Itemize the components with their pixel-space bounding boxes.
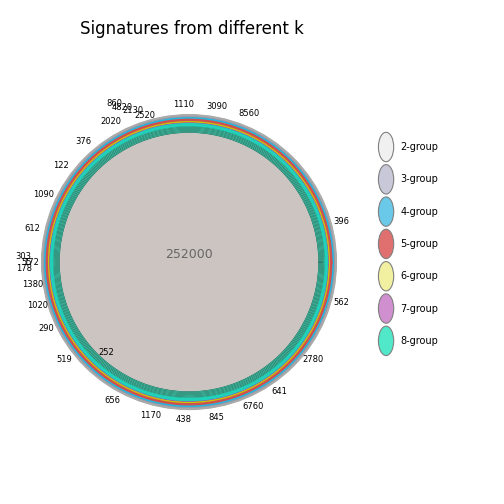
Text: 6-group: 6-group — [400, 271, 438, 281]
Text: 2130: 2130 — [122, 106, 144, 115]
Text: 2780: 2780 — [303, 355, 324, 364]
Circle shape — [44, 117, 334, 407]
Text: 612: 612 — [24, 224, 40, 233]
Text: 7-group: 7-group — [400, 303, 438, 313]
Text: 845: 845 — [209, 413, 224, 422]
Circle shape — [47, 120, 331, 404]
Text: 1110: 1110 — [173, 100, 194, 109]
Circle shape — [379, 133, 394, 162]
Circle shape — [59, 133, 319, 391]
Text: 641: 641 — [272, 387, 288, 396]
Text: 2-group: 2-group — [400, 142, 438, 152]
Text: 3-group: 3-group — [400, 174, 438, 184]
Text: 8-group: 8-group — [400, 336, 438, 346]
Text: 178: 178 — [16, 264, 32, 273]
Circle shape — [50, 123, 328, 401]
Text: 5-group: 5-group — [400, 239, 438, 249]
Text: 1020: 1020 — [27, 301, 47, 310]
Text: 860: 860 — [106, 99, 122, 108]
Text: 55: 55 — [21, 258, 32, 267]
Text: 6760: 6760 — [242, 402, 264, 411]
Text: 2020: 2020 — [101, 117, 122, 127]
Text: 1170: 1170 — [140, 411, 161, 420]
Circle shape — [379, 165, 394, 194]
Text: 2520: 2520 — [135, 111, 156, 120]
Text: 376: 376 — [76, 137, 92, 146]
Text: 656: 656 — [104, 396, 120, 405]
Circle shape — [379, 294, 394, 323]
Circle shape — [379, 262, 394, 291]
Text: 562: 562 — [334, 298, 350, 307]
Text: Signatures from different k: Signatures from different k — [80, 20, 303, 38]
Circle shape — [42, 115, 336, 409]
Text: 4-group: 4-group — [400, 207, 438, 217]
Text: 1380: 1380 — [22, 280, 43, 289]
Text: 396: 396 — [334, 217, 350, 226]
Circle shape — [41, 114, 337, 409]
Circle shape — [379, 229, 394, 259]
Text: 1090: 1090 — [33, 190, 54, 199]
Text: 438: 438 — [175, 415, 192, 424]
Circle shape — [379, 197, 394, 226]
Text: 252: 252 — [98, 348, 114, 357]
Text: 4820: 4820 — [112, 103, 133, 112]
Text: 303: 303 — [16, 251, 32, 261]
Text: 290: 290 — [38, 325, 53, 333]
Text: 172: 172 — [23, 258, 39, 267]
Text: 519: 519 — [56, 355, 73, 364]
Text: 122: 122 — [53, 161, 69, 170]
Text: 3090: 3090 — [206, 102, 227, 111]
Circle shape — [379, 326, 394, 355]
Circle shape — [49, 122, 329, 402]
Circle shape — [51, 124, 327, 400]
Circle shape — [46, 119, 332, 405]
Text: 252000: 252000 — [165, 248, 213, 261]
Text: 8560: 8560 — [238, 109, 260, 118]
